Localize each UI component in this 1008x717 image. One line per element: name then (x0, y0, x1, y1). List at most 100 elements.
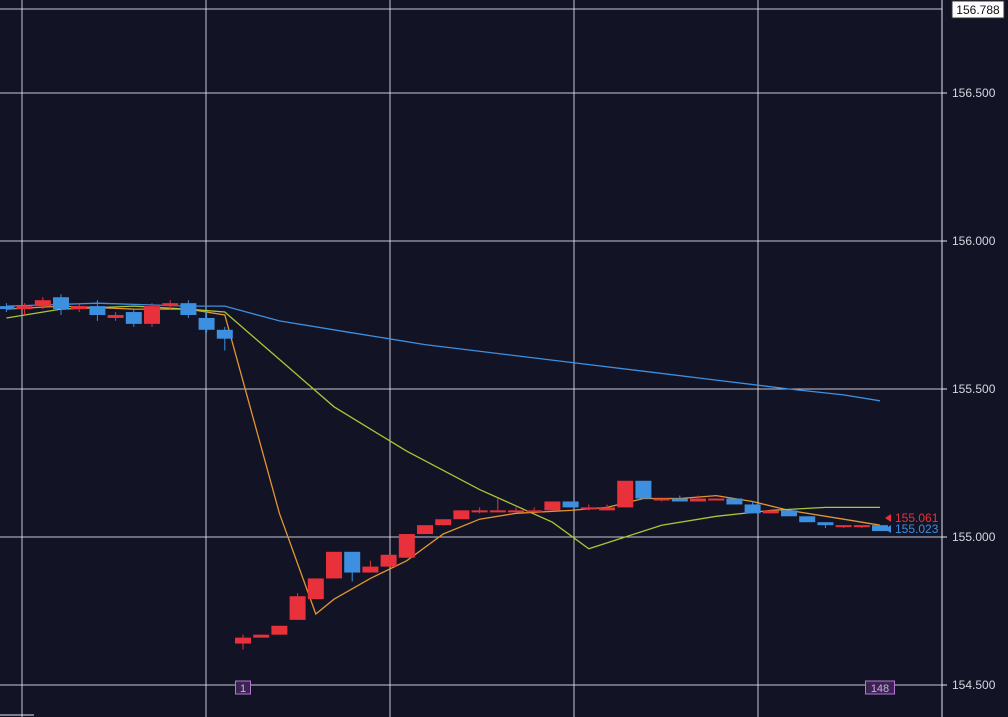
candle-body (398, 534, 415, 558)
candle (708, 498, 725, 501)
candle (580, 504, 597, 511)
candle (289, 593, 306, 620)
moving-averages (6, 302, 881, 616)
bar-marker-box (865, 680, 895, 695)
candle-body (599, 507, 615, 511)
y-axis: 156.788 156.500 156.000 155.500 155.000 154.… (942, 0, 1005, 692)
candle (617, 480, 634, 508)
candle (417, 525, 433, 535)
candles (0, 294, 888, 650)
candle-body (544, 501, 561, 511)
candle-body (653, 498, 670, 501)
current-price-label: 155.061 (885, 511, 939, 525)
candle-body (216, 329, 233, 339)
candle-body (453, 510, 470, 520)
candle-body (435, 519, 452, 526)
candle (326, 551, 342, 579)
price-pointer-icon (885, 525, 891, 533)
candle-body (526, 510, 543, 513)
candle (380, 554, 397, 567)
pre-gap-candle (53, 294, 69, 315)
candle (253, 634, 270, 638)
top-price-label: 156.788 (956, 3, 1000, 17)
candle-body (71, 306, 88, 310)
candle-body (799, 516, 816, 523)
candle-body (708, 498, 725, 501)
candle-body (762, 510, 779, 514)
candle-body (690, 498, 706, 502)
candle-body (380, 554, 397, 567)
y-tick-label: 155.000 (952, 530, 996, 544)
candle-body (580, 507, 597, 510)
candle (872, 525, 888, 532)
candle-body (344, 551, 361, 573)
bar-markers: 1 148 (235, 680, 895, 695)
candle-body (162, 303, 179, 307)
candle (781, 510, 797, 517)
candle-body (471, 510, 488, 513)
grid (0, 0, 943, 717)
price-pointer-icon (885, 514, 891, 522)
candle (544, 501, 561, 511)
candle-body (34, 300, 51, 307)
candle-body (326, 551, 342, 579)
candle (817, 522, 834, 529)
candle (853, 525, 870, 529)
candle-body (289, 596, 306, 620)
pre-gap-candle (125, 309, 142, 327)
candle-body (107, 315, 124, 318)
candle-body (125, 312, 142, 324)
candle (799, 516, 816, 523)
candle (344, 551, 361, 582)
price-value: 155.023 (895, 522, 939, 536)
candle (635, 480, 652, 499)
candle (726, 498, 743, 505)
pre-gap-candle (89, 300, 106, 321)
candle-body (53, 297, 69, 310)
candle-body (817, 522, 834, 526)
candle (398, 534, 415, 558)
candle (671, 495, 688, 502)
pre-gap-candle (16, 303, 33, 315)
candle (307, 578, 324, 600)
candle-body (872, 525, 888, 532)
candle (508, 507, 524, 513)
candle-body (744, 504, 761, 514)
candle-body (362, 566, 379, 573)
candle-body (417, 525, 433, 535)
pre-gap-candle (180, 300, 197, 318)
pre-gap-candle (107, 312, 124, 321)
candle (762, 510, 779, 514)
ma-line-ma_fast (6, 305, 881, 616)
pre-gap-candle (34, 297, 51, 310)
candle (435, 519, 452, 526)
candle (653, 498, 670, 502)
candle-body (89, 306, 106, 315)
candle (562, 501, 579, 508)
candle (744, 501, 761, 514)
pre-gap-candle (144, 303, 160, 327)
candle-body (0, 306, 15, 310)
candle-body (144, 306, 160, 324)
candle-body (307, 578, 324, 600)
candle-body (16, 306, 33, 310)
candle (835, 525, 852, 529)
candle (453, 510, 470, 520)
y-tick-label: 154.500 (952, 678, 996, 692)
candle-body (853, 525, 870, 528)
top-price-label-box (951, 0, 1005, 19)
candle-body (508, 510, 524, 513)
candle (690, 495, 706, 502)
candle-body (781, 510, 797, 517)
y-tick-label: 155.500 (952, 382, 996, 396)
bar-marker-148: 148 (865, 680, 895, 695)
candle-body (235, 637, 251, 644)
pre-gap-candle (216, 326, 233, 351)
bar-marker-label: 1 (240, 683, 246, 695)
candle-body (180, 303, 197, 315)
candle (526, 507, 543, 513)
candle (362, 560, 379, 573)
